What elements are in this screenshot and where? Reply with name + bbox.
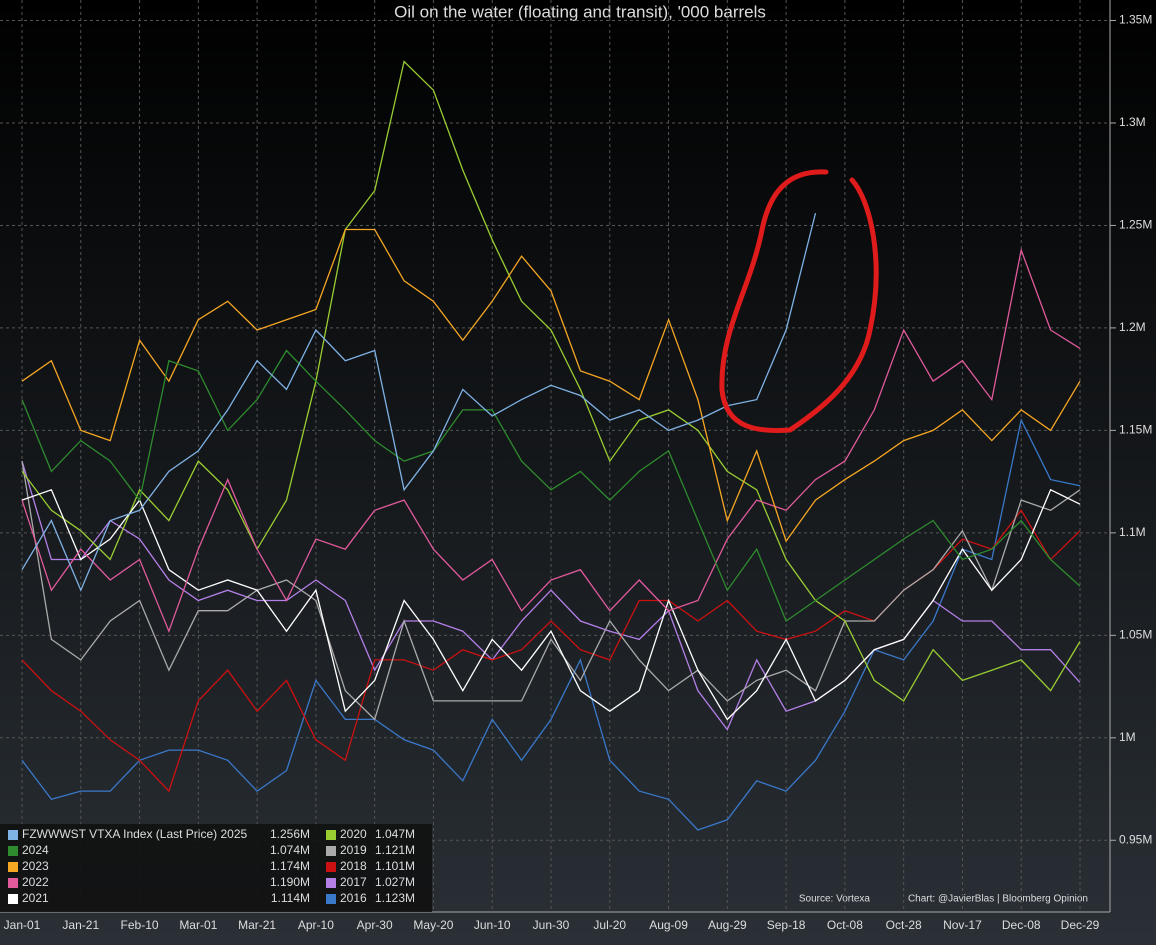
legend-swatch — [8, 862, 18, 872]
legend-label: 2017 — [340, 875, 367, 889]
legend-value: 1.190M — [270, 875, 310, 889]
legend-value: 1.114M — [271, 891, 310, 905]
legend-box — [0, 824, 432, 912]
legend-value: 1.027M — [375, 875, 415, 889]
y-tick-label: 1.1M — [1119, 525, 1146, 539]
series-line — [21, 247, 1081, 634]
source: Source: Vortexa — [799, 894, 871, 905]
series-line — [21, 60, 1081, 702]
legend-swatch — [326, 894, 336, 904]
series-line — [21, 488, 1081, 721]
legend-label: 2024 — [22, 843, 49, 857]
x-tick-label: Mar-01 — [179, 918, 217, 932]
x-tick-label: Aug-29 — [708, 918, 747, 932]
series-line — [21, 460, 1081, 721]
series-line — [21, 349, 1081, 622]
y-tick-label: 1.35M — [1119, 13, 1152, 27]
x-tick-label: Sep-18 — [767, 918, 806, 932]
plot — [0, 0, 1110, 912]
legend-value: 1.074M — [270, 843, 310, 857]
legend-swatch — [8, 830, 18, 840]
legend-label: 2021 — [22, 891, 49, 905]
legend-label: 2019 — [340, 843, 367, 857]
x-tick-label: Dec-08 — [1002, 918, 1041, 932]
x-tick-label: Jun-30 — [533, 918, 570, 932]
series-line — [21, 418, 1081, 831]
legend-swatch — [326, 862, 336, 872]
x-tick-label: Apr-10 — [298, 918, 334, 932]
legend-label: 2022 — [22, 875, 49, 889]
x-tick-label: May-20 — [413, 918, 453, 932]
legend-swatch — [326, 830, 336, 840]
x-tick-label: Aug-09 — [649, 918, 688, 932]
y-tick-label: 1.3M — [1119, 115, 1146, 129]
x-tick-label: Jan-21 — [62, 918, 99, 932]
y-tick-label: 1M — [1119, 730, 1136, 744]
chart-title: Oil on the water (floating and transit),… — [394, 2, 766, 21]
legend-swatch — [8, 846, 18, 856]
credit: Chart: @JavierBlas | Bloomberg Opinion — [908, 894, 1088, 905]
series-line — [21, 228, 1081, 543]
legend-label: 2018 — [340, 859, 367, 873]
x-tick-label: Jan-01 — [4, 918, 41, 932]
legend-label: 2023 — [22, 859, 49, 873]
x-tick-label: Nov-17 — [943, 918, 982, 932]
x-tick-label: Oct-28 — [886, 918, 922, 932]
hand-drawn-circle — [719, 169, 879, 433]
series-line — [21, 212, 817, 592]
y-tick-label: 0.95M — [1119, 832, 1152, 846]
x-tick-label: Mar-21 — [238, 918, 276, 932]
x-tick-label: Jun-10 — [474, 918, 511, 932]
x-tick-label: Apr-30 — [357, 918, 393, 932]
legend-label: FZWWWST VTXA Index (Last Price) 2025 — [22, 827, 247, 841]
legend-value: 1.047M — [375, 827, 415, 841]
y-tick-label: 1.15M — [1119, 423, 1152, 437]
y-tick-label: 1.25M — [1119, 218, 1152, 232]
legend-label: 2020 — [340, 827, 367, 841]
x-tick-label: Dec-29 — [1061, 918, 1100, 932]
legend-swatch — [326, 846, 336, 856]
legend-value: 1.121M — [375, 843, 415, 857]
legend-value: 1.101M — [375, 859, 415, 873]
legend-swatch — [8, 894, 18, 904]
legend-swatch — [8, 878, 18, 888]
y-tick-label: 1.05M — [1119, 627, 1152, 641]
legend-label: 2016 — [340, 891, 367, 905]
x-tick-label: Oct-08 — [827, 918, 863, 932]
legend-value: 1.123M — [375, 891, 415, 905]
legend-swatch — [326, 878, 336, 888]
legend-value: 1.174M — [270, 859, 310, 873]
y-tick-label: 1.2M — [1119, 320, 1146, 334]
legend-value: 1.256M — [270, 827, 310, 841]
x-tick-label: Jul-20 — [593, 918, 626, 932]
x-tick-label: Feb-10 — [121, 918, 159, 932]
